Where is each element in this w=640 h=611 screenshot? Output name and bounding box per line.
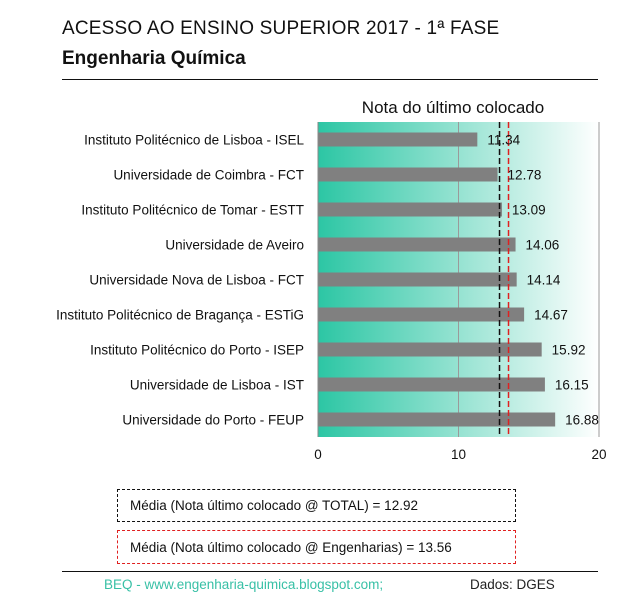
category-label: Instituto Politécnico do Porto - ISEP	[90, 343, 304, 358]
x-tick-label: 0	[314, 447, 322, 462]
value-label: 14.67	[534, 308, 568, 323]
value-label: 12.78	[508, 168, 542, 183]
category-label: Universidade do Porto - FEUP	[122, 413, 304, 428]
category-label: Instituto Politécnico de Tomar - ESTT	[81, 203, 304, 218]
x-tick-label: 10	[451, 447, 466, 462]
bar	[318, 342, 542, 357]
header-divider	[62, 79, 598, 80]
footer-divider	[62, 571, 598, 572]
value-label: 14.14	[527, 273, 561, 288]
bar	[318, 237, 516, 252]
footer-source-link[interactable]: BEQ - www.engenharia-quimica.blogspot.co…	[104, 577, 384, 592]
page-title: ACESSO AO ENSINO SUPERIOR 2017 - 1ª FASE	[62, 18, 500, 39]
value-label: 11.34	[487, 133, 520, 148]
footer-data-source: Dados: DGES	[470, 577, 555, 592]
legend-total-label: Média (Nota último colocado @ TOTAL) = 1…	[130, 498, 418, 513]
category-label: Universidade de Lisboa - IST	[130, 378, 304, 393]
page-subtitle: Engenharia Química	[62, 48, 246, 69]
chart-title: Nota do último colocado	[362, 98, 544, 117]
legend-engineering-box: Média (Nota último colocado @ Engenharia…	[117, 530, 516, 564]
bar	[318, 377, 545, 392]
bar	[318, 132, 478, 147]
bar	[318, 202, 502, 217]
bar	[318, 167, 498, 182]
value-label: 16.15	[555, 378, 589, 393]
value-label: 16.88	[565, 413, 599, 428]
bar	[318, 412, 556, 427]
x-tick-label: 20	[591, 447, 606, 462]
category-label: Universidade de Aveiro	[165, 238, 304, 253]
bar-chart: Nota do último colocado Instituto Polité…	[56, 98, 606, 462]
legend-total-box: Média (Nota último colocado @ TOTAL) = 1…	[117, 489, 516, 522]
category-label: Universidade Nova de Lisboa - FCT	[89, 273, 304, 288]
value-label: 15.92	[552, 343, 586, 358]
category-label: Universidade de Coimbra - FCT	[113, 168, 304, 183]
category-label: Instituto Politécnico de Bragança - ESTi…	[56, 308, 304, 323]
value-label: 14.06	[526, 238, 560, 253]
bar	[318, 272, 517, 287]
legend-engineering-label: Média (Nota último colocado @ Engenharia…	[130, 539, 452, 555]
bar	[318, 307, 525, 322]
value-label: 13.09	[512, 203, 546, 218]
category-label: Instituto Politécnico de Lisboa - ISEL	[84, 133, 304, 148]
